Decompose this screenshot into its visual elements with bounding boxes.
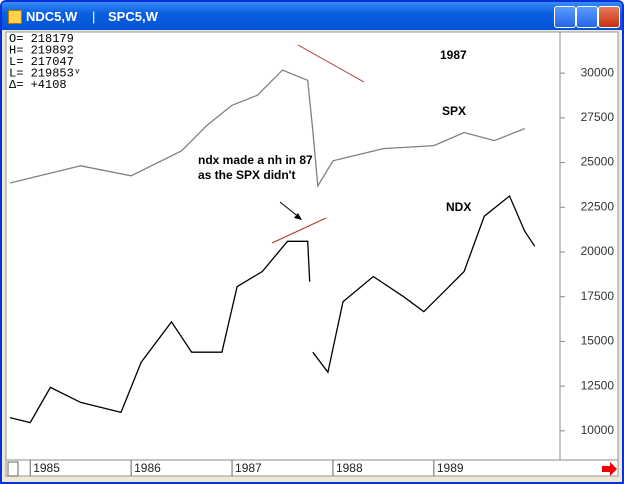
maximize-button[interactable] — [576, 6, 598, 28]
annotation: NDX — [446, 200, 471, 214]
x-tick-label: 1986 — [134, 461, 161, 475]
trend-line — [271, 217, 327, 244]
info-line: Δ= +4108 — [9, 78, 67, 92]
plot-background — [5, 31, 619, 477]
annotation: as the SPX didn't — [198, 168, 296, 182]
series-line — [9, 69, 525, 189]
tab-title[interactable]: SPC5,W — [108, 9, 158, 24]
arrow-head — [294, 213, 302, 220]
y-tick-label: 10000 — [581, 423, 615, 437]
y-tick-label: 12500 — [581, 378, 615, 392]
info-line: H= 219892 — [9, 44, 74, 58]
y-tick-label: 22500 — [581, 199, 615, 213]
app-icon — [8, 10, 22, 24]
x-tick-label: 1985 — [33, 461, 60, 475]
tab-title[interactable]: NDC5,W — [26, 9, 78, 24]
y-tick-label: 20000 — [581, 244, 615, 258]
x-tick-label: 1987 — [235, 461, 262, 475]
info-line: L= 217047 — [9, 55, 74, 69]
annotation: 1987 — [440, 48, 467, 62]
annotation: SPX — [442, 104, 466, 118]
y-tick-label: 27500 — [581, 110, 615, 124]
title-bar: NDC5,W | SPC5,W — [2, 2, 622, 30]
info-line: O= 218179 — [9, 32, 74, 46]
y-tick-label: 17500 — [581, 289, 615, 303]
info-line: L= 219853ᵛ — [9, 67, 81, 81]
y-tick-label: 15000 — [581, 334, 615, 348]
scroll-box[interactable] — [7, 461, 19, 477]
y-tick-label: 25000 — [581, 155, 615, 169]
annotation: ndx made a nh in 87 — [198, 153, 313, 167]
x-tick-label: 1989 — [437, 461, 464, 475]
scroll-arrow[interactable] — [602, 462, 617, 476]
minimize-button[interactable] — [554, 6, 576, 28]
trend-line — [297, 44, 365, 83]
y-tick-label: 30000 — [581, 65, 615, 79]
x-tick-label: 1988 — [336, 461, 363, 475]
separator: | — [92, 9, 96, 24]
series-line — [9, 194, 536, 424]
close-button[interactable] — [598, 6, 620, 28]
